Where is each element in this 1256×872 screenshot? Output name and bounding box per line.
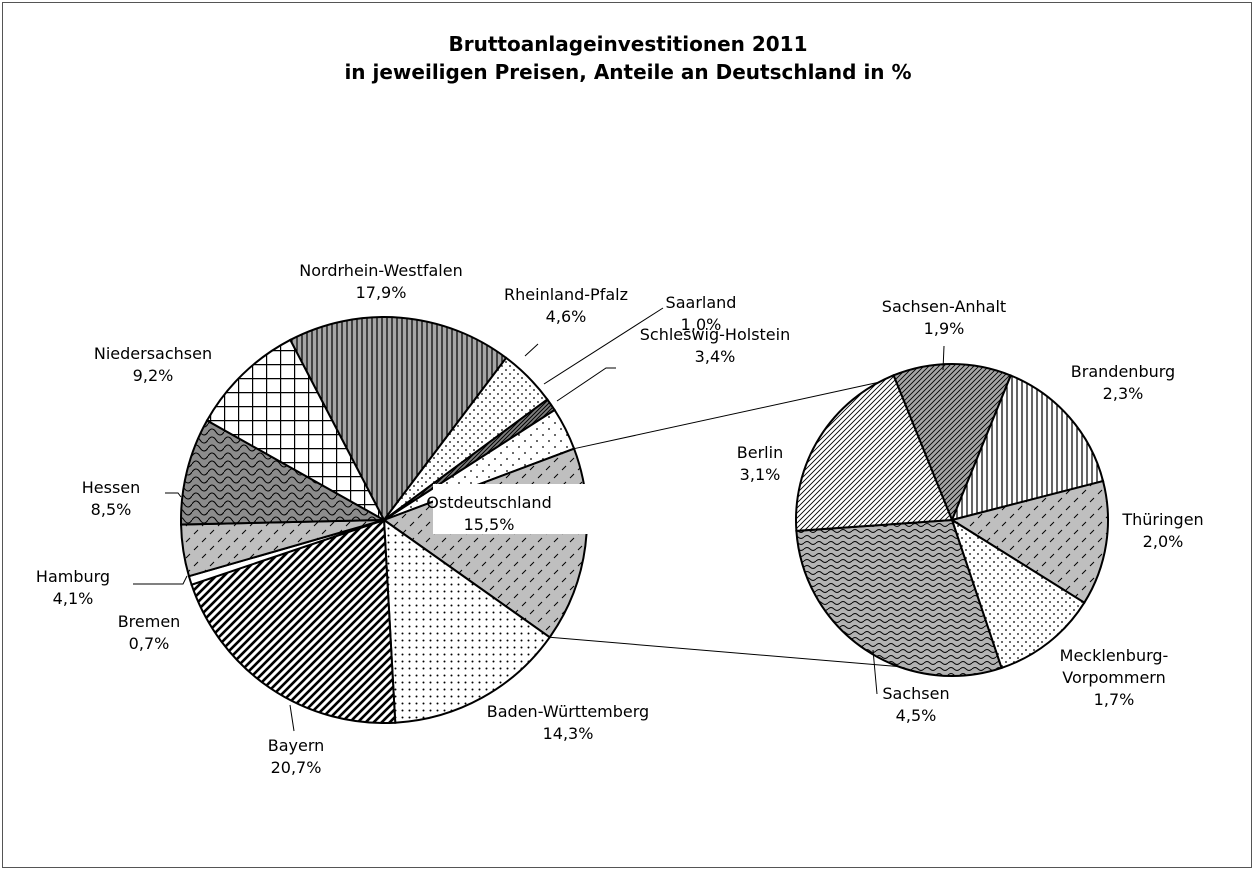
leader-lines	[133, 307, 945, 732]
detail-slice-berlin	[795, 374, 954, 532]
label-hessen-leader-line	[165, 492, 182, 498]
label-ostdeutschland-value: 15,5%	[464, 515, 515, 534]
detail-slice-sachsen-anhalt	[892, 363, 1013, 523]
label-schleswig-holstein-name: Schleswig-Holstein	[640, 325, 790, 344]
label-bremen-value: 0,7%	[129, 634, 170, 653]
detail-slice-thueringen	[949, 479, 1109, 605]
label-berlin-name: Berlin	[737, 443, 783, 462]
label-hessen-name: Hessen	[82, 478, 141, 497]
chart-title: Bruttoanlageinvestitionen 2011	[448, 32, 807, 56]
label-nordrhein-westfalen-value: 17,9%	[356, 283, 407, 302]
label-sachsen-anhalt-value: 1,9%	[924, 319, 965, 338]
label-rheinland-pfalz-leader-line	[524, 343, 539, 357]
label-schleswig-holstein-value: 3,4%	[695, 347, 736, 366]
label-thueringen-name: Thüringen	[1121, 510, 1203, 529]
label-hamburg-name: Hamburg	[36, 567, 110, 586]
label-thueringen-value: 2,0%	[1143, 532, 1184, 551]
label-bayern-name: Bayern	[268, 736, 325, 755]
label-hamburg-leader-line	[133, 575, 188, 585]
label-sachsen-anhalt-leader-line	[942, 345, 945, 371]
connector-lines	[549, 381, 899, 668]
slice-niedersachsen	[205, 338, 387, 523]
label-brandenburg-name: Brandenburg	[1071, 362, 1175, 381]
detail-slice-brandenburg	[950, 374, 1105, 522]
label-bayern-value: 20,7%	[271, 758, 322, 777]
label-mecklenburg-vorpommern-name-1: Mecklenburg-	[1060, 646, 1169, 665]
label-hamburg-value: 4,1%	[53, 589, 94, 608]
label-brandenburg-value: 2,3%	[1103, 384, 1144, 403]
detail-slice-mecklenburg-vorpommern	[950, 517, 1086, 670]
label-bayern-leader-line	[289, 704, 295, 732]
slice-labels: Nordrhein-Westfalen 17,9% Rheinland-Pfalz 4…	[36, 261, 1204, 777]
detail-pie	[795, 363, 1109, 677]
label-baden-wuerttemberg-value: 14,3%	[543, 724, 594, 743]
detail-slice-sachsen	[795, 518, 1003, 677]
connector-line-bottom	[549, 636, 899, 668]
label-hessen-value: 8,5%	[91, 500, 132, 519]
slice-bayern	[190, 518, 397, 725]
label-mecklenburg-vorpommern-name-2: Vorpommern	[1062, 668, 1165, 687]
label-rheinland-pfalz-name: Rheinland-Pfalz	[504, 285, 628, 304]
label-nordrhein-westfalen-name: Nordrhein-Westfalen	[299, 261, 462, 280]
label-schleswig-holstein-leader-line	[556, 367, 616, 402]
label-niedersachsen-value: 9,2%	[133, 366, 174, 385]
label-saarland-value: 1,0%	[681, 315, 722, 334]
label-baden-wuerttemberg-name: Baden-Württemberg	[487, 702, 649, 721]
label-ostdeutschland-background	[433, 484, 593, 534]
label-saarland-leader-line	[543, 307, 664, 385]
label-berlin-value: 3,1%	[740, 465, 781, 484]
label-ostdeutschland-name: Ostdeutschland	[426, 493, 551, 512]
label-sachsen-value: 4,5%	[896, 706, 937, 725]
slice-baden-wuerttemberg	[382, 517, 552, 724]
label-sachsen-name: Sachsen	[882, 684, 949, 703]
label-sachsen-leader-line	[872, 649, 878, 695]
chart-subtitle: in jeweiligen Preisen, Anteile an Deutsc…	[344, 60, 911, 84]
connector-line-top	[573, 381, 879, 450]
label-mecklenburg-vorpommern-value: 1,7%	[1094, 690, 1135, 709]
label-rheinland-pfalz-value: 4,6%	[546, 307, 587, 326]
label-sachsen-anhalt-name: Sachsen-Anhalt	[882, 297, 1006, 316]
slice-hessen	[180, 419, 388, 526]
slice-nordrhein-westfalen	[288, 316, 508, 522]
label-saarland-name: Saarland	[666, 293, 737, 312]
label-niedersachsen-name: Niedersachsen	[94, 344, 212, 363]
label-bremen-name: Bremen	[118, 612, 181, 631]
